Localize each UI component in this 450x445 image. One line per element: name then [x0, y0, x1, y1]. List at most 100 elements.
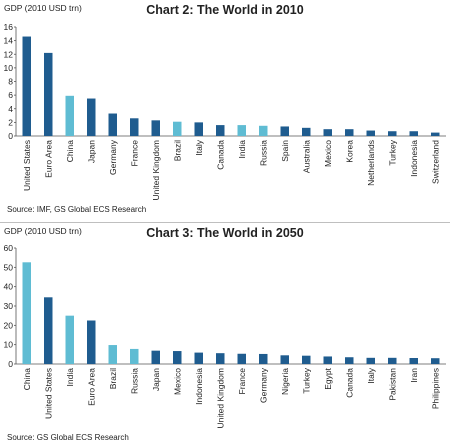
x-category-label: Mexico — [323, 140, 333, 167]
x-category-label: Netherlands — [366, 140, 376, 186]
y-tick-label: 0 — [8, 359, 13, 369]
bar-japan — [151, 350, 160, 364]
x-category-label: Nigeria — [280, 368, 290, 395]
bar-canada — [216, 125, 225, 136]
x-category-label: Brazil — [108, 368, 118, 389]
bar-indonesia — [194, 352, 203, 364]
x-category-label: Turkey — [387, 139, 397, 165]
x-category-label: Pakistan — [387, 368, 397, 401]
bar-australia — [302, 127, 311, 136]
y-tick-label: 10 — [4, 63, 14, 73]
bar-france — [130, 118, 139, 136]
x-category-label: Spain — [280, 140, 290, 162]
y-tick-label: 2 — [8, 117, 13, 127]
x-category-label: Indonesia — [409, 140, 419, 177]
chart-panel-2010: GDP (2010 USD trn) Chart 2: The World in… — [4, 3, 446, 214]
y-tick-label: 12 — [4, 49, 14, 59]
x-category-label: Italy — [194, 139, 204, 155]
x-category-label: India — [237, 140, 247, 159]
x-category-label: Canada — [215, 140, 225, 170]
y-tick-label: 14 — [4, 36, 14, 46]
bar-nigeria — [280, 355, 289, 364]
bar-united-kingdom — [216, 353, 225, 364]
y-axis-unit-label: GDP (2010 USD trn) — [4, 226, 82, 236]
x-category-label: China — [65, 140, 75, 162]
y-tick-label: 8 — [8, 77, 13, 87]
x-category-label: France — [237, 368, 247, 395]
bar-russia — [130, 348, 139, 364]
x-category-label: United Kingdom — [151, 140, 161, 200]
x-category-label: Euro Area — [86, 368, 96, 406]
x-category-label: United States — [43, 368, 53, 419]
y-tick-label: 10 — [4, 340, 14, 350]
bar-euro-area — [87, 320, 96, 364]
x-category-label: Euro Area — [43, 140, 53, 178]
y-tick-label: 4 — [8, 104, 13, 114]
bar-united-states — [22, 36, 31, 136]
x-category-label: Switzerland — [430, 140, 440, 184]
x-category-label: Germany — [258, 367, 268, 403]
bar-euro-area — [44, 52, 53, 137]
chart-source-note: Source: GS Global ECS Research — [7, 433, 129, 442]
bar-korea — [345, 129, 354, 136]
bar-france — [237, 353, 246, 364]
y-tick-label: 20 — [4, 320, 14, 330]
x-category-label: Egypt — [323, 367, 333, 389]
chart-title: Chart 2: The World in 2010 — [146, 3, 304, 17]
x-category-label: United Kingdom — [215, 368, 225, 428]
x-category-label: Russia — [129, 368, 139, 394]
bar-germany — [108, 113, 117, 136]
bar-germany — [259, 353, 268, 364]
bar-spain — [280, 126, 289, 136]
x-category-label: Indonesia — [194, 368, 204, 405]
x-category-label: Canada — [344, 368, 354, 398]
x-category-label: United States — [22, 140, 32, 191]
bar-china — [65, 95, 74, 136]
bar-brazil — [108, 345, 117, 364]
bar-turkey — [302, 355, 311, 364]
bar-japan — [87, 98, 96, 136]
x-category-label: Australia — [301, 140, 311, 173]
x-category-label: India — [65, 368, 75, 387]
bar-indonesia — [409, 131, 418, 136]
bar-turkey — [388, 131, 397, 136]
bar-india — [65, 315, 74, 364]
x-category-label: Japan — [86, 140, 96, 163]
bar-chart-2050: 0 10 20 30 40 50 60 China United States India Euro… — [4, 243, 446, 428]
bar-iran — [409, 358, 418, 364]
x-category-label: Mexico — [172, 368, 182, 395]
bar-netherlands — [366, 130, 375, 136]
x-category-label: China — [22, 368, 32, 390]
bar-russia — [259, 125, 268, 136]
chart-title: Chart 3: The World in 2050 — [146, 226, 304, 240]
bar-canada — [345, 357, 354, 364]
bar-philippines — [431, 358, 440, 364]
bar-egypt — [323, 356, 332, 364]
x-category-label: Germany — [108, 139, 118, 175]
x-category-label: Russia — [258, 140, 268, 166]
bar-pakistan — [388, 357, 397, 364]
bar-united-kingdom — [151, 120, 160, 136]
x-category-label: Turkey — [301, 367, 311, 393]
chart-panel-2050: GDP (2010 USD trn) Chart 3: The World in… — [0, 223, 450, 445]
bar-mexico — [323, 129, 332, 136]
bar-italy — [366, 357, 375, 364]
y-tick-label: 0 — [8, 131, 13, 141]
bar-united-states — [44, 297, 53, 364]
x-category-label: Italy — [366, 367, 376, 383]
panel-divider — [0, 222, 450, 223]
chart-source-note: Source: IMF, GS Global ECS Research — [7, 205, 147, 214]
bar-italy — [194, 122, 203, 136]
y-tick-label: 60 — [4, 243, 14, 253]
x-category-label: Philippines — [430, 368, 440, 409]
y-tick-label: 40 — [4, 282, 14, 292]
bar-india — [237, 125, 246, 136]
x-category-label: France — [129, 140, 139, 167]
bar-switzerland — [431, 132, 440, 136]
y-tick-label: 16 — [4, 22, 14, 32]
bar-brazil — [173, 121, 182, 136]
bar-china — [22, 262, 31, 364]
y-tick-label: 30 — [4, 301, 14, 311]
bar-chart-2010: 0 2 4 6 8 10 12 14 16 United States Euro Area China… — [4, 22, 446, 200]
x-category-label: Iran — [409, 368, 419, 383]
